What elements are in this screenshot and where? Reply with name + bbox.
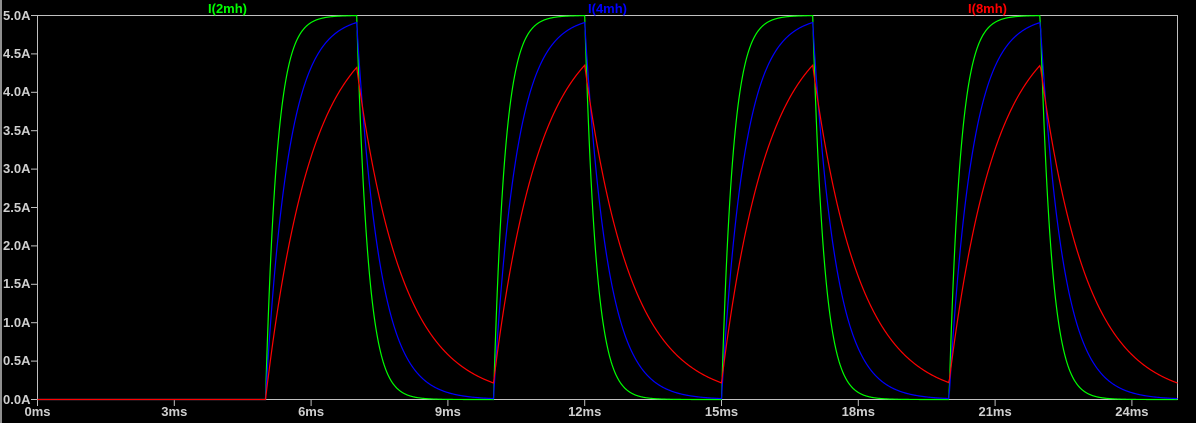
x-axis-label: 9ms bbox=[434, 404, 461, 419]
trace-i2mh bbox=[37, 15, 1178, 401]
pane-left-edge bbox=[0, 0, 2, 423]
trace-i4mh bbox=[37, 21, 1178, 401]
x-axis-label: 3ms bbox=[161, 404, 188, 419]
x-axis-label: 0ms bbox=[24, 404, 51, 419]
y-axis-label: 5.0A bbox=[3, 7, 31, 23]
x-axis-label: 12ms bbox=[568, 404, 602, 419]
trace-i8mh bbox=[37, 63, 1178, 401]
y-axis-label: 2.5A bbox=[3, 199, 31, 215]
x-axis-label: 6ms bbox=[298, 404, 325, 419]
x-axis-label: 21ms bbox=[978, 404, 1012, 419]
y-axis-label: 1.5A bbox=[3, 276, 31, 292]
trace-label-i8mh[interactable]: I(8mh) bbox=[968, 1, 1007, 16]
y-axis-label: 3.0A bbox=[3, 161, 31, 177]
plot-border bbox=[37, 15, 1178, 400]
trace-label-i4mh[interactable]: I(4mh) bbox=[588, 1, 627, 16]
x-axis-label: 18ms bbox=[841, 404, 875, 419]
trace-label-i2mh[interactable]: I(2mh) bbox=[208, 1, 247, 16]
y-axis-label: 2.0A bbox=[3, 237, 31, 253]
y-axis-label: 4.5A bbox=[3, 45, 31, 61]
x-axis-label: 15ms bbox=[704, 404, 739, 419]
y-axis-label: 1.0A bbox=[3, 314, 31, 330]
y-axis-label: 0.0A bbox=[3, 391, 31, 407]
y-axis-label: 3.5A bbox=[3, 122, 31, 138]
y-axis-label: 4.0A bbox=[3, 84, 31, 100]
y-axis-label: 0.5A bbox=[3, 353, 31, 369]
x-axis-label: 24ms bbox=[1115, 404, 1149, 419]
